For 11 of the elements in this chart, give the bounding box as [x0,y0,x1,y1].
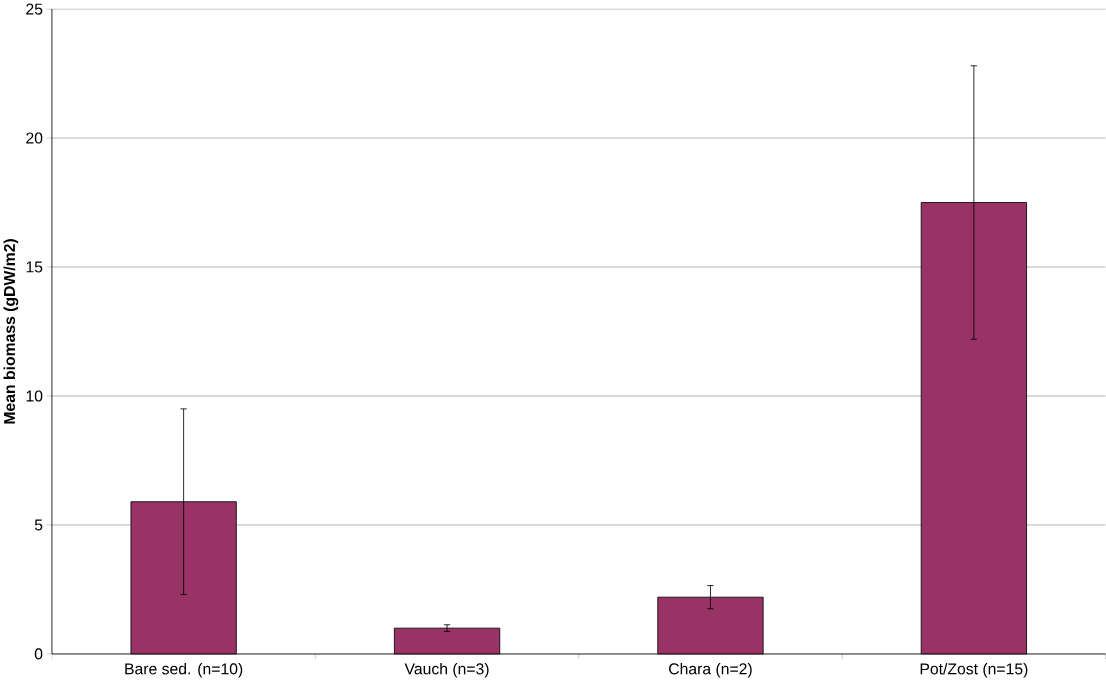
y-tick-label: 10 [26,390,43,402]
y-tick-label: 20 [26,132,43,144]
y-tick-label: 25 [26,3,43,15]
y-tick-label: 0 [34,648,43,660]
y-axis-title: Mean biomass (gDW/m2) [3,239,19,424]
y-tick-label: 15 [26,261,43,273]
x-tick-label: Vauch (n=3) [404,662,489,678]
y-tick-label: 5 [34,519,43,531]
x-tick-label: Pot/Zost (n=15) [920,662,1028,678]
x-tick-label: Bare sed. (n=10) [125,662,243,678]
x-tick-label: Chara (n=2) [669,662,752,678]
